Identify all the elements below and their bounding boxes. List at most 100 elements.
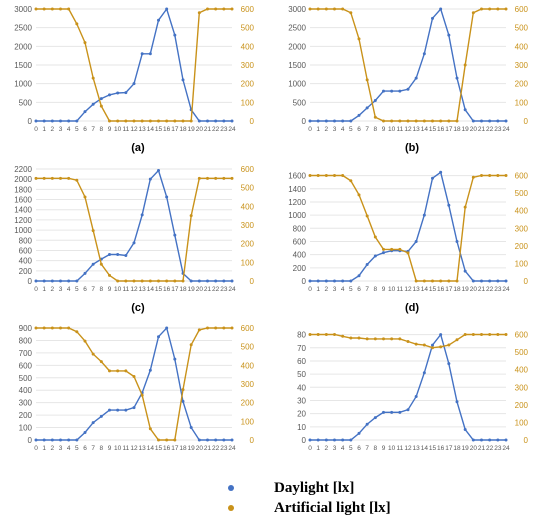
artificial-data-point (357, 336, 361, 340)
daylight-data-point (75, 119, 79, 123)
x-tick-label: 18 (179, 126, 187, 133)
daylight-data-point (439, 7, 443, 11)
daylight-data-point (308, 119, 312, 123)
artificial-data-point (173, 119, 177, 123)
x-tick-label: 3 (59, 126, 63, 133)
x-tick-label: 21 (478, 286, 486, 293)
daylight-data-point (316, 279, 320, 283)
x-tick-label: 2 (51, 286, 55, 293)
y-right-tick-label: 600 (515, 172, 529, 181)
y-right-tick-label: 600 (241, 5, 255, 14)
daylight-series-line (36, 326, 232, 441)
daylight-data-point (148, 368, 152, 372)
daylight-data-point (124, 91, 128, 95)
artificial-data-point (132, 279, 136, 283)
daylight-data-point (390, 89, 394, 93)
artificial-data-point (414, 342, 418, 346)
y-right-tick-label: 600 (515, 331, 529, 340)
artificial-data-point (422, 343, 426, 347)
artificial-data-point (59, 176, 62, 180)
artificial-data-point (75, 178, 79, 182)
y-left-tick-label: 1000 (14, 80, 32, 89)
daylight-data-point (333, 279, 336, 283)
x-tick-label: 22 (212, 445, 220, 452)
daylight-data-point (157, 335, 160, 339)
artificial-data-point (463, 333, 467, 337)
daylight-data-point (463, 269, 467, 273)
artificial-data-point (116, 369, 120, 373)
artificial-data-point (108, 119, 111, 123)
x-tick-label: 19 (188, 445, 196, 452)
y-right-tick-label: 500 (515, 348, 529, 357)
daylight-data-point (222, 279, 226, 283)
artificial-data-point (50, 326, 54, 330)
artificial-data-point (504, 174, 508, 178)
artificial-data-point (431, 346, 434, 350)
artificial-data-point (83, 41, 87, 45)
daylight-data-point (124, 408, 128, 412)
daylight-data-point (132, 82, 136, 86)
daylight-data-point (157, 169, 160, 173)
artificial-data-point (50, 176, 54, 180)
panel-label: (d) (405, 302, 419, 314)
x-tick-label: 5 (349, 286, 353, 293)
y-right-tick-label: 500 (241, 24, 255, 33)
artificial-data-point (181, 388, 185, 392)
y-right-tick-label: 500 (241, 184, 255, 193)
x-tick-label: 8 (100, 445, 104, 452)
daylight-data-point (496, 119, 500, 123)
daylight-data-point (42, 438, 46, 442)
x-tick-label: 23 (220, 126, 228, 133)
artificial-data-point (341, 174, 345, 178)
x-tick-label: 20 (196, 286, 204, 293)
artificial-data-point (504, 7, 508, 11)
x-tick-label: 16 (163, 445, 171, 452)
x-tick-label: 4 (67, 126, 71, 133)
daylight-data-point (157, 18, 160, 22)
y-left-tick-label: 1000 (14, 226, 32, 235)
daylight-data-point (341, 119, 345, 123)
x-tick-label: 5 (75, 286, 79, 293)
x-tick-label: 13 (139, 445, 147, 452)
x-tick-label: 5 (349, 445, 353, 452)
daylight-data-point (67, 279, 71, 283)
daylight-data-point (422, 213, 426, 217)
artificial-data-point (206, 7, 209, 11)
y-right-tick-label: 100 (515, 259, 529, 268)
x-tick-label: 2 (325, 286, 329, 293)
y-left-tick-label: 500 (19, 374, 33, 383)
daylight-data-point (108, 253, 111, 257)
x-tick-label: 11 (122, 126, 129, 133)
daylight-data-point (382, 89, 385, 93)
panel-label: (a) (131, 142, 145, 154)
daylight-data-point (132, 241, 136, 245)
x-tick-label: 8 (374, 445, 378, 452)
daylight-data-point (373, 98, 377, 102)
x-tick-label: 23 (220, 445, 228, 452)
daylight-data-point (496, 438, 500, 442)
daylight-data-point (230, 279, 234, 283)
x-tick-label: 13 (413, 286, 421, 293)
x-tick-label: 0 (308, 126, 312, 133)
daylight-data-point (308, 279, 312, 283)
x-tick-label: 6 (357, 126, 361, 133)
daylight-data-point (455, 239, 459, 243)
daylight-data-point (463, 108, 467, 112)
artificial-data-point (488, 7, 492, 11)
y-right-tick-label: 0 (524, 436, 529, 445)
x-tick-label: 6 (83, 286, 87, 293)
x-tick-label: 20 (196, 445, 204, 452)
y-right-tick-label: 400 (241, 361, 255, 370)
daylight-data-point (99, 414, 103, 418)
artificial-data-point (439, 279, 443, 283)
y-left-tick-label: 900 (19, 324, 33, 333)
daylight-data-point (197, 438, 201, 442)
artificial-data-point (140, 279, 144, 283)
daylight-data-point (91, 421, 95, 425)
artificial-data-point (480, 333, 483, 337)
legend-item-artificial: Artificial light [lx] (228, 498, 391, 518)
y-right-tick-label: 300 (515, 383, 529, 392)
x-tick-label: 22 (212, 286, 220, 293)
daylight-data-point (480, 119, 483, 123)
artificial-data-point (140, 119, 144, 123)
